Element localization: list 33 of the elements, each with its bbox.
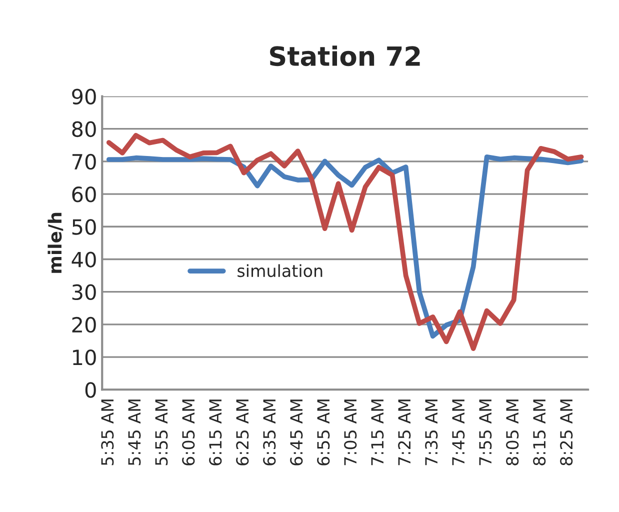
legend-label: simulation	[238, 264, 322, 278]
y-tick-label: 90	[72, 88, 96, 104]
chart-title: Station 72	[270, 46, 420, 66]
x-tick-label: 5:35 AM	[101, 400, 114, 466]
y-tick-label: 50	[72, 219, 96, 235]
line-series	[106, 154, 584, 339]
x-tick-label: 7:45 AM	[452, 400, 465, 466]
y-tick-label: 70	[72, 154, 96, 170]
x-tick-label: 6:25 AM	[236, 400, 249, 466]
y-axis-title: mile/h	[48, 212, 64, 273]
x-tick-label: 8:15 AM	[533, 400, 546, 466]
x-tick-label: 7:05 AM	[344, 400, 357, 466]
x-tick-label: 7:55 AM	[479, 400, 492, 466]
x-tick-label: 8:05 AM	[506, 400, 519, 466]
y-tick-label: 80	[72, 121, 96, 138]
x-tick-label: 7:35 AM	[425, 400, 438, 466]
y-tick-label: 0	[85, 382, 96, 398]
x-tick-label: 5:55 AM	[155, 400, 168, 466]
x-tick-label: 7:25 AM	[398, 400, 411, 466]
y-tick-label: 30	[72, 284, 96, 300]
x-tick-label: 7:15 AM	[371, 400, 384, 466]
y-tick-label: 20	[72, 316, 96, 333]
x-tick-label: 6:35 AM	[263, 400, 276, 466]
line-series	[106, 132, 584, 351]
x-tick-label: 6:05 AM	[182, 400, 195, 466]
y-tick-label: 60	[72, 186, 96, 202]
x-tick-label: 6:55 AM	[317, 400, 330, 466]
x-tick-label: 8:25 AM	[560, 400, 573, 466]
x-tick-label: 6:45 AM	[290, 400, 303, 466]
x-tick-label: 5:45 AM	[128, 400, 141, 466]
x-tick-label: 6:15 AM	[209, 400, 222, 466]
y-tick-label: 40	[72, 252, 96, 268]
y-tick-label: 10	[73, 349, 96, 366]
